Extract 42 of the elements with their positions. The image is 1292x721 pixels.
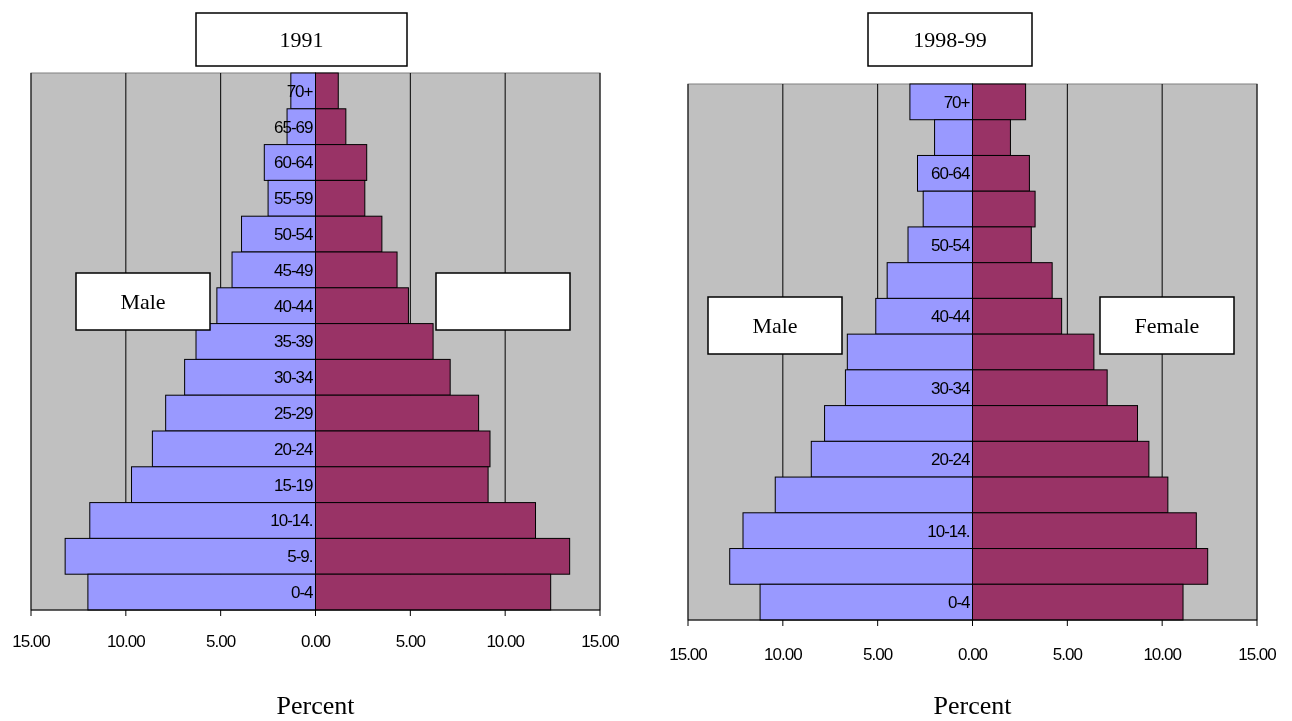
x-tick-label: 5.00	[1052, 645, 1083, 664]
y-tick-label: 0-4	[947, 593, 971, 613]
chart-title: 1991	[279, 27, 324, 53]
y-tick-label: 60-64	[931, 164, 971, 184]
x-tick-label: 15.00	[669, 645, 708, 664]
y-tick-label: 40-44	[274, 296, 314, 316]
y-tick-label: 60-64	[274, 153, 314, 173]
x-tick-label: 5.00	[206, 632, 236, 651]
x-tick-label: 10.00	[764, 645, 803, 664]
x-tick-label: 0.00	[957, 645, 988, 664]
x-tick-label: 10.00	[486, 632, 525, 651]
x-tick-label: 10.00	[1143, 645, 1182, 664]
x-tick-label: 15.00	[1238, 645, 1277, 664]
y-tick-label: 10-14.	[270, 511, 313, 531]
y-tick-label: 55-59	[274, 189, 314, 209]
series-label: Female	[1134, 312, 1200, 338]
x-tick-label: 15.00	[12, 632, 51, 651]
y-tick-label: 50-54	[274, 225, 314, 245]
x-tick-label: 10.00	[107, 632, 146, 651]
y-tick-label: 30-34	[931, 378, 971, 398]
text: Male	[752, 312, 798, 338]
y-tick-label: 10-14.	[927, 521, 970, 541]
x-tick-label: 0.00	[300, 632, 331, 651]
x-tick-label: 5.00	[395, 632, 426, 651]
series-label: Male	[120, 288, 166, 314]
y-tick-label: 15-19	[274, 475, 314, 495]
y-tick-label: 40-44	[931, 307, 971, 327]
y-tick-label: 50-54	[931, 235, 971, 255]
x-axis-title: Percent	[276, 691, 356, 720]
y-tick-label: 30-34	[274, 368, 314, 388]
y-tick-label: 25-29	[274, 404, 314, 424]
y-tick-label: 70+	[943, 92, 971, 112]
y-tick-label: 0-4	[290, 583, 314, 603]
y-tick-label: 5-9.	[287, 547, 313, 567]
x-axis-title: Percent	[933, 691, 1013, 720]
y-tick-label: 45-49	[274, 260, 314, 280]
x-tick-label: 15.00	[581, 632, 620, 651]
chart-title: 1998-99	[913, 27, 987, 53]
y-tick-label: 20-24	[931, 450, 971, 470]
y-tick-label: 35-39	[274, 332, 314, 352]
y-tick-label: 20-24	[274, 439, 314, 459]
x-tick-label: 5.00	[863, 645, 893, 664]
